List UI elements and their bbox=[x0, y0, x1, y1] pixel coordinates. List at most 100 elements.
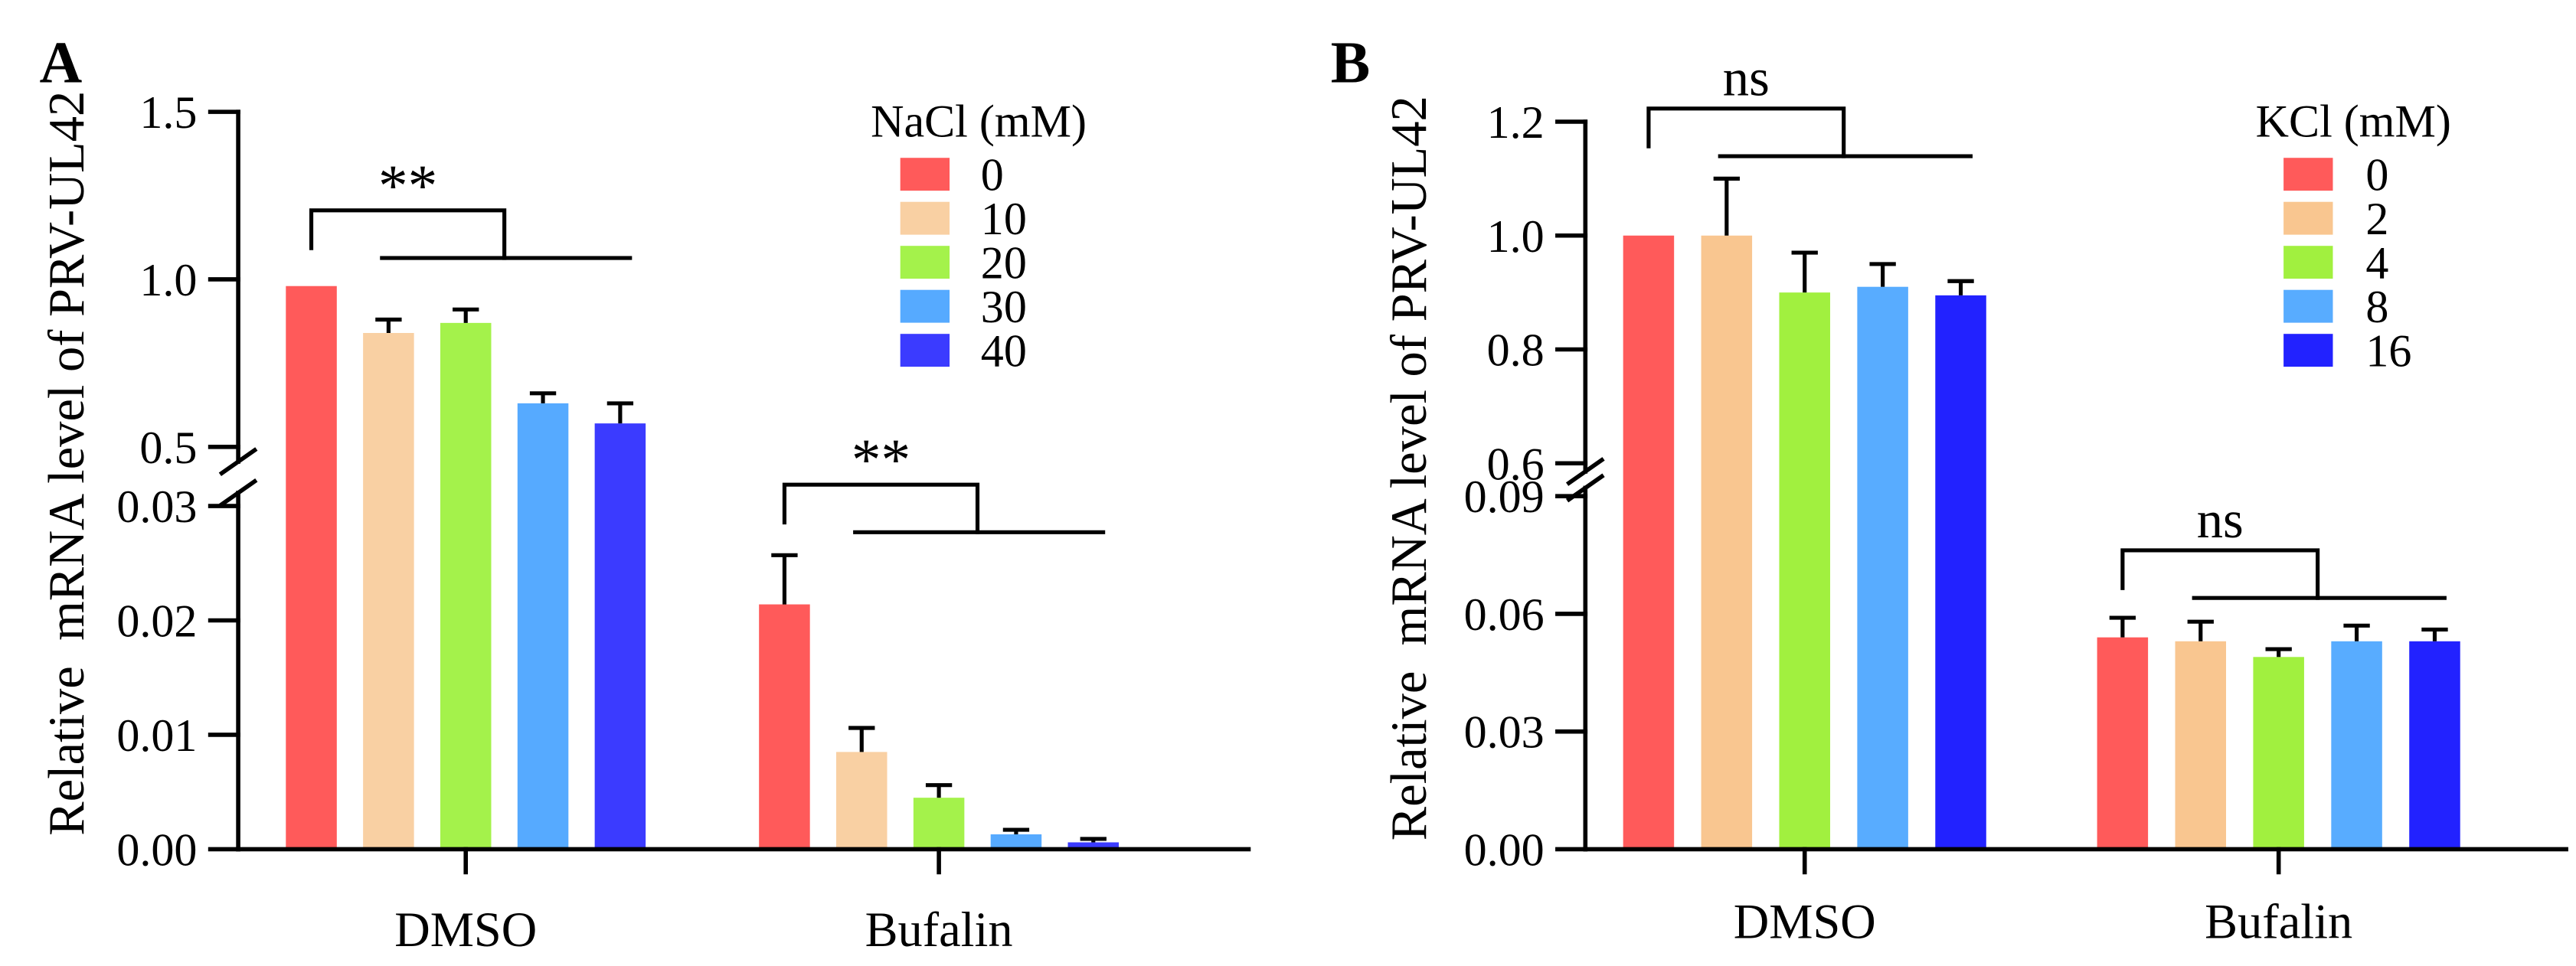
axis-break-mark-b-0 bbox=[1565, 457, 1605, 486]
legend-label-a-30: 30 bbox=[981, 281, 1027, 332]
legend-swatch-a-30 bbox=[900, 289, 950, 323]
legend-label-b-2: 2 bbox=[2365, 193, 2388, 244]
legend-label-a-40: 40 bbox=[981, 325, 1027, 377]
significance-bracket-b-bufalin bbox=[2120, 548, 2447, 600]
error-bar-a-bufalin-30 bbox=[1002, 827, 1030, 834]
legend-swatch-b-0 bbox=[2283, 158, 2333, 191]
error-bar-b-bufalin-8 bbox=[2343, 623, 2370, 641]
panel-label-b: B bbox=[1331, 30, 1371, 96]
significance-label-a-bufalin: ** bbox=[852, 427, 910, 493]
bar-b-dmso-4 bbox=[1779, 292, 1830, 850]
y-tick-label-a-lower-3: 0.03 bbox=[116, 481, 197, 532]
x-label-a-bufalin: Bufalin bbox=[865, 902, 1013, 957]
bar-b-bufalin-4 bbox=[2253, 657, 2304, 850]
error-bar-b-dmso-4 bbox=[1791, 250, 1818, 293]
bar-b-dmso-8 bbox=[1857, 286, 1908, 850]
legend-title-b: KCl (mM) bbox=[2256, 95, 2451, 146]
legend-label-b-4: 4 bbox=[2365, 237, 2388, 289]
bar-b-dmso-2 bbox=[1701, 235, 1753, 850]
bracket-outline bbox=[309, 208, 507, 260]
legend-title-a: NaCl (mM) bbox=[871, 95, 1087, 146]
bar-b-dmso-0 bbox=[1623, 235, 1675, 850]
error-bar-b-bufalin-2 bbox=[2187, 619, 2214, 641]
axis-break-mark-a-0 bbox=[218, 447, 258, 477]
bar-a-bufalin-10 bbox=[836, 752, 888, 850]
bar-b-bufalin-16 bbox=[2409, 641, 2460, 850]
significance-label-b-dmso: ns bbox=[1723, 49, 1770, 107]
error-bar-a-dmso-10 bbox=[375, 317, 402, 333]
bracket-outline bbox=[2120, 548, 2320, 600]
bar-a-bufalin-30 bbox=[990, 834, 1042, 850]
y-tick-label-a-upper-0: 0.5 bbox=[139, 422, 197, 473]
bracket-outline bbox=[1646, 106, 1846, 158]
legend-swatch-b-16 bbox=[2283, 334, 2333, 367]
bar-b-dmso-16 bbox=[1935, 295, 1986, 850]
error-bar-a-dmso-40 bbox=[606, 401, 634, 424]
y-tick-label-b-upper-0: 0.6 bbox=[1487, 438, 1545, 489]
error-bar-b-bufalin-0 bbox=[2109, 615, 2136, 638]
legend-label-a-0: 0 bbox=[981, 149, 1004, 201]
error-bar-a-bufalin-10 bbox=[848, 726, 875, 752]
error-bar-a-bufalin-0 bbox=[771, 553, 798, 605]
significance-bracket-b-dmso bbox=[1646, 106, 1973, 158]
x-label-a-dmso: DMSO bbox=[394, 902, 537, 957]
x-label-b-bufalin: Bufalin bbox=[2205, 894, 2352, 948]
error-bar-a-dmso-30 bbox=[529, 391, 557, 403]
legend-label-a-10: 10 bbox=[981, 193, 1027, 244]
bar-a-dmso-30 bbox=[517, 403, 569, 850]
bar-a-bufalin-0 bbox=[759, 604, 810, 850]
error-bar-b-dmso-2 bbox=[1713, 176, 1740, 236]
axis-break-mark-a-1 bbox=[218, 478, 258, 507]
y-tick-label-a-lower-1: 0.01 bbox=[116, 710, 197, 761]
y-tick-label-a-lower-0: 0.00 bbox=[116, 824, 197, 875]
error-bar-a-dmso-20 bbox=[453, 307, 479, 323]
significance-label-b-bufalin: ns bbox=[2197, 491, 2244, 549]
bar-a-dmso-0 bbox=[286, 286, 337, 850]
y-tick-label-a-upper-1: 1.0 bbox=[139, 254, 197, 305]
legend-swatch-a-10 bbox=[900, 201, 950, 235]
legend-swatch-b-8 bbox=[2283, 289, 2333, 323]
bar-b-bufalin-8 bbox=[2331, 641, 2382, 850]
error-bar-b-dmso-16 bbox=[1947, 279, 1974, 295]
y-tick-label-b-lower-1: 0.03 bbox=[1464, 707, 1545, 758]
legend-label-b-0: 0 bbox=[2365, 149, 2388, 201]
panel-a-nacl-bar-chart: 0.5 1.0 1.5 0.00 0.01 0.02 0.03 DMSO Bufalin Rela… bbox=[39, 30, 1251, 957]
y-tick-label-b-lower-0: 0.00 bbox=[1464, 824, 1545, 875]
legend-label-b-16: 16 bbox=[2365, 325, 2411, 377]
error-bar-b-bufalin-4 bbox=[2265, 647, 2292, 658]
significance-label-a-dmso: ** bbox=[378, 152, 437, 218]
bar-b-bufalin-2 bbox=[2175, 641, 2227, 850]
bar-a-dmso-10 bbox=[363, 332, 414, 850]
y-tick-label-b-upper-3: 1.2 bbox=[1487, 96, 1545, 148]
y-tick-label-b-upper-2: 1.0 bbox=[1487, 210, 1545, 262]
significance-bracket-a-bufalin bbox=[782, 482, 1106, 534]
legend-swatch-b-4 bbox=[2283, 246, 2333, 279]
y-tick-label-b-upper-1: 0.8 bbox=[1487, 325, 1545, 376]
y-tick-label-b-lower-2: 0.06 bbox=[1464, 589, 1545, 640]
error-bar-b-dmso-8 bbox=[1869, 262, 1896, 287]
bracket-outline bbox=[782, 482, 980, 534]
y-tick-label-a-upper-2: 1.5 bbox=[139, 86, 197, 138]
legend-swatch-a-40 bbox=[900, 334, 950, 367]
legend-label-a-20: 20 bbox=[981, 237, 1027, 289]
panel-b-kcl-bar-chart: 0.6 0.8 1.0 1.2 0.00 0.03 0.06 0.09 DMSO Bufalin R… bbox=[1331, 30, 2568, 948]
y-axis-title-b: Relative mRNA level of PRV-UL42 bbox=[1381, 96, 1437, 840]
error-bar-a-bufalin-20 bbox=[925, 783, 953, 798]
legend-swatch-a-20 bbox=[900, 246, 950, 279]
legend-swatch-a-0 bbox=[900, 158, 950, 191]
y-axis-title-a: Relative mRNA level of PRV-UL42 bbox=[39, 91, 95, 836]
error-bar-a-bufalin-40 bbox=[1080, 837, 1107, 843]
significance-bracket-a-dmso bbox=[309, 208, 633, 260]
panel-label-a: A bbox=[39, 30, 82, 96]
bar-a-dmso-20 bbox=[440, 322, 492, 850]
y-tick-label-b-lower-3: 0.09 bbox=[1464, 471, 1545, 522]
bar-b-bufalin-0 bbox=[2097, 637, 2149, 850]
bar-a-dmso-40 bbox=[594, 423, 646, 850]
error-bar-b-bufalin-16 bbox=[2421, 627, 2448, 641]
x-label-b-dmso: DMSO bbox=[1734, 894, 1876, 948]
legend-swatch-b-2 bbox=[2283, 201, 2333, 235]
y-tick-label-a-lower-2: 0.02 bbox=[116, 596, 197, 647]
bar-a-bufalin-20 bbox=[913, 798, 965, 850]
legend-label-b-8: 8 bbox=[2365, 281, 2388, 332]
